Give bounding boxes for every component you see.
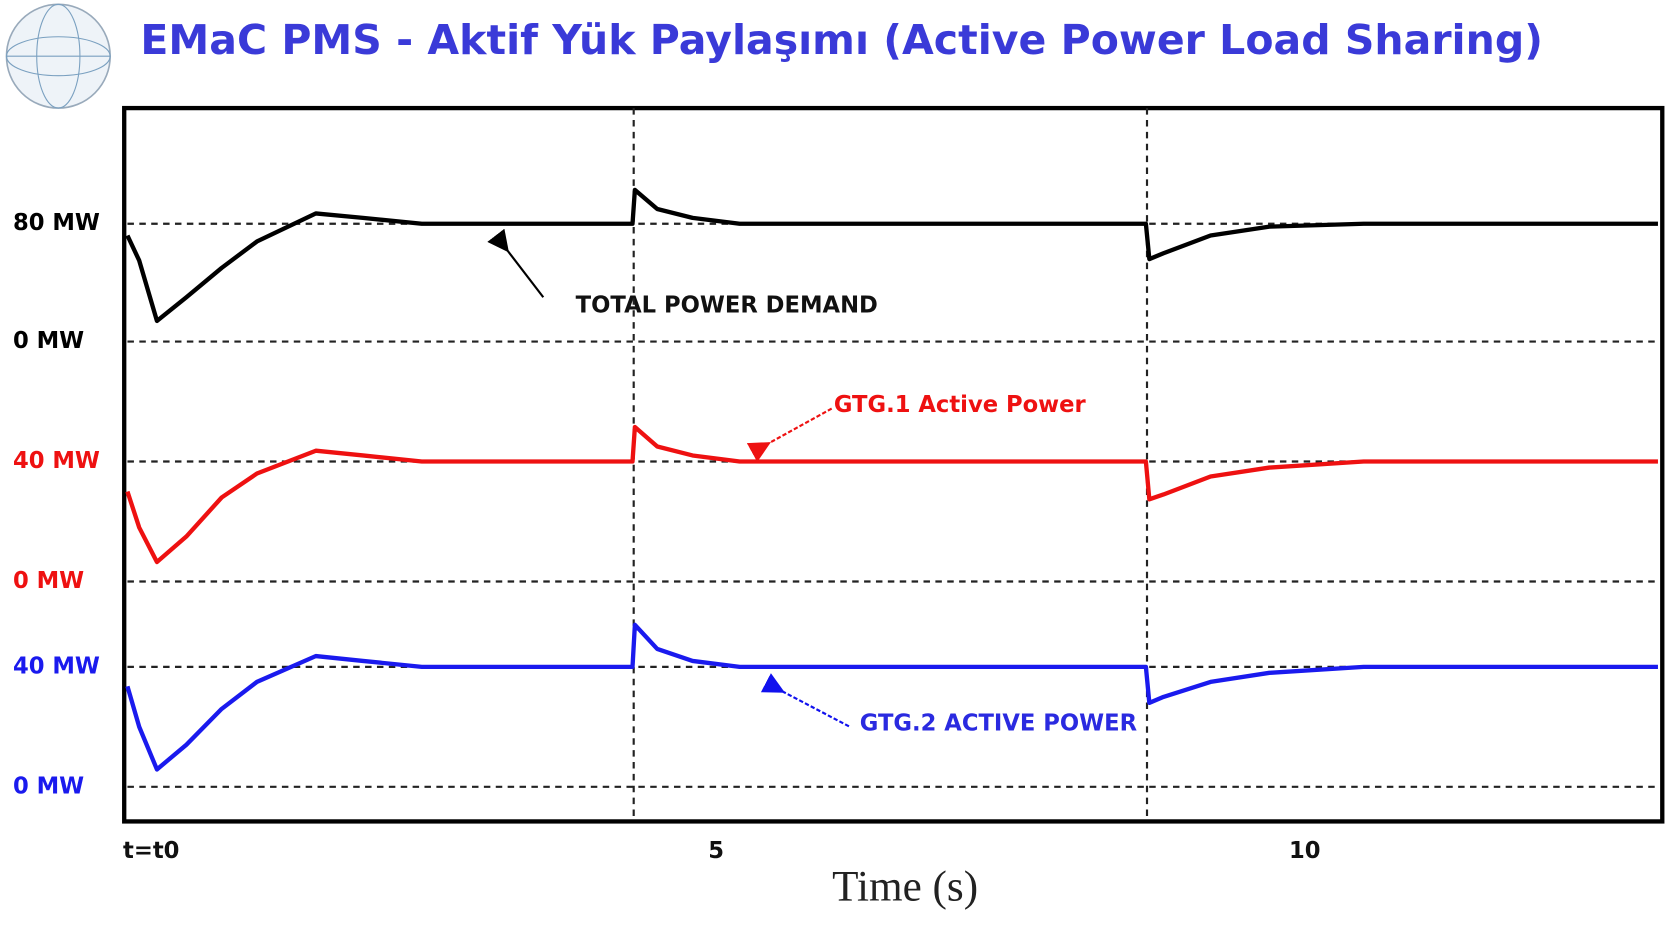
x-axis-label: Time (s) [832, 863, 978, 911]
title: EMaC PMS - Aktif Yük Paylaşımı (Active P… [140, 16, 1543, 64]
series-line [125, 424, 1658, 565]
y-tick-label: 40 MW [13, 448, 100, 474]
annotation: GTG.2 ACTIVE POWER [860, 711, 1137, 737]
logo [5, 3, 111, 109]
annotation: GTG.1 Active Power [834, 392, 1087, 418]
y-tick-label: 0 MW [13, 773, 84, 799]
annotation-arrow [746, 407, 833, 463]
y-tick-label: 80 MW [13, 210, 100, 236]
y-tick-label: 40 MW [13, 653, 100, 679]
series-line [125, 187, 1658, 324]
series-line [125, 622, 1658, 772]
annotation-arrow [760, 673, 850, 728]
annotation: TOTAL POWER DEMAND [576, 292, 878, 318]
x-tick-label: t=t0 [123, 838, 179, 864]
annotation-arrow [487, 228, 545, 298]
y-tick-label: 0 MW [13, 568, 84, 594]
x-tick-label: 10 [1289, 838, 1321, 864]
plot-frame [122, 105, 1665, 824]
y-tick-label: 0 MW [13, 328, 84, 354]
x-tick-label: 5 [708, 838, 724, 864]
